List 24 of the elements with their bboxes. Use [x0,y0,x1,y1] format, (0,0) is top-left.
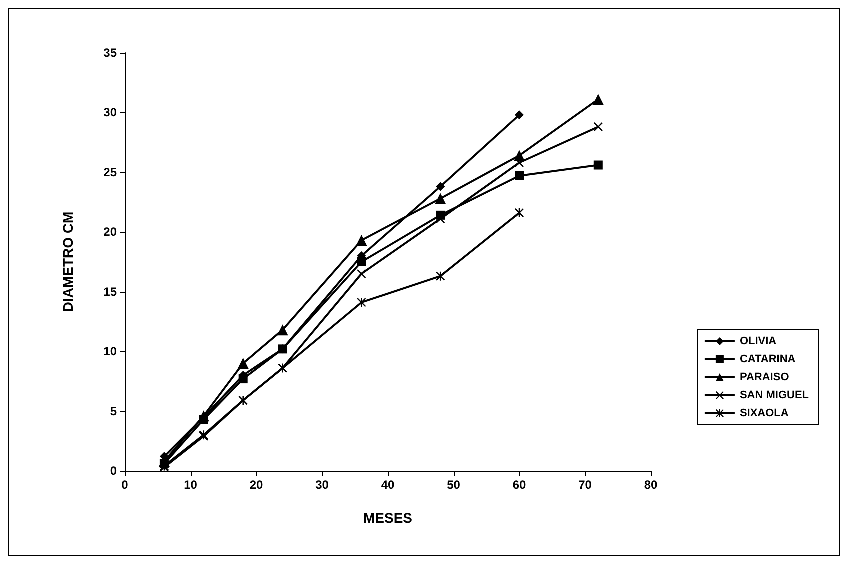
x-tick-label: 60 [512,478,526,492]
x-axis-title: MESES [363,510,413,526]
y-tick-label: 25 [104,165,118,180]
x-tick-label: 20 [250,478,264,492]
legend-label: OLIVIA [740,336,777,348]
y-tick-label: 5 [110,404,118,418]
y-tick-label: 35 [104,46,118,60]
x-tick-label: 80 [644,478,658,492]
legend-label: CATARINA [740,354,796,366]
x-tick-label: 70 [578,478,592,492]
y-tick-label: 10 [104,344,118,359]
legend-label: PARAISO [740,372,790,384]
y-axis-title: DIAMETRO CM [60,212,76,312]
x-tick-label: 0 [122,478,129,492]
y-tick-label: 20 [104,225,118,240]
legend-label: SAN MIGUEL [740,390,810,402]
y-tick-label: 30 [104,106,118,120]
x-tick-label: 40 [381,478,395,492]
y-tick-label: 15 [104,284,118,299]
x-tick-label: 10 [184,478,198,492]
x-tick-label: 30 [316,478,330,492]
legend-label: SIXAOLA [740,408,789,420]
x-tick-label: 50 [447,478,461,492]
y-tick-label: 0 [110,464,118,478]
